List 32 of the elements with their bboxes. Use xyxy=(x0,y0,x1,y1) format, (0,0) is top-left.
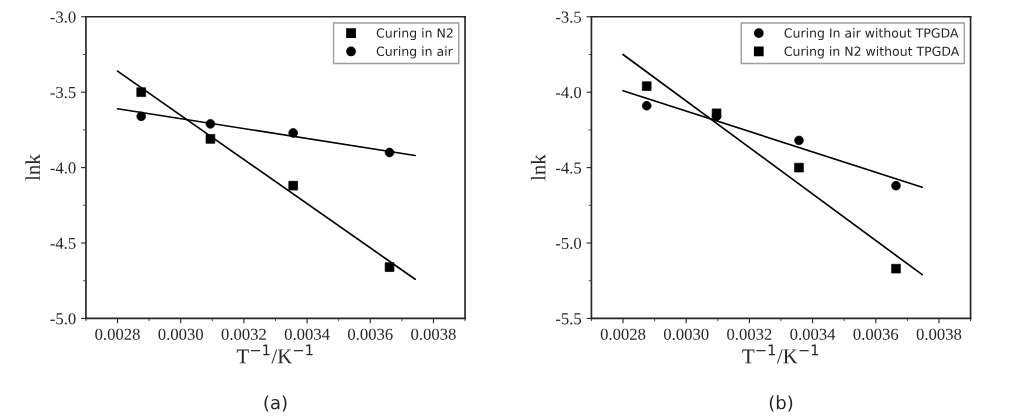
y-tick-label: -5.0 xyxy=(50,313,76,325)
x-axis-title: T$^{−1}$/K$^{−1}$ xyxy=(236,344,313,364)
x-tick-label: 0.0030 xyxy=(158,328,203,340)
y-axis-title: lnk xyxy=(530,154,546,181)
y-tick-label: -3.5 xyxy=(555,11,582,23)
x-axis-title: T$^{−1}$/K$^{−1}$ xyxy=(742,344,819,364)
legend-label: Curing in N2 xyxy=(376,28,453,41)
y-tick-label: -3.0 xyxy=(50,11,76,23)
y-tick-label: -5.0 xyxy=(555,237,582,250)
x-tick-label: 0.0038 xyxy=(916,328,962,340)
text: (b) xyxy=(769,395,793,412)
legend-label: Curing in N2 without TPGDA xyxy=(784,46,960,59)
x-tick-label: 0.0030 xyxy=(663,328,709,340)
x-tick-label: 0.0034 xyxy=(790,328,836,340)
text: (a) xyxy=(264,395,287,412)
y-tick-label: -5.5 xyxy=(555,313,582,325)
x-tick-label: 0.0034 xyxy=(284,328,330,340)
x-tick-label: 0.0036 xyxy=(348,328,393,340)
x-tick-label: 0.0032 xyxy=(727,328,772,340)
y-tick-label: -4.0 xyxy=(555,86,582,99)
y-tick-label: -4.5 xyxy=(50,237,76,250)
legend-label: Curing In air without TPGDA xyxy=(784,28,959,41)
x-tick-label: 0.0032 xyxy=(221,328,266,340)
x-tick-label: 0.0036 xyxy=(853,328,899,340)
y-tick-label: -4.5 xyxy=(555,162,582,174)
x-tick-label: 0.0028 xyxy=(95,328,140,340)
y-axis-title: lnk xyxy=(25,154,40,181)
x-tick-label: 0.0028 xyxy=(600,328,646,340)
y-tick-label: -3.5 xyxy=(50,86,76,99)
y-tick-label: -4.0 xyxy=(50,162,76,174)
x-tick-label: 0.0038 xyxy=(411,328,456,340)
legend-label: Curing in air xyxy=(376,46,453,59)
